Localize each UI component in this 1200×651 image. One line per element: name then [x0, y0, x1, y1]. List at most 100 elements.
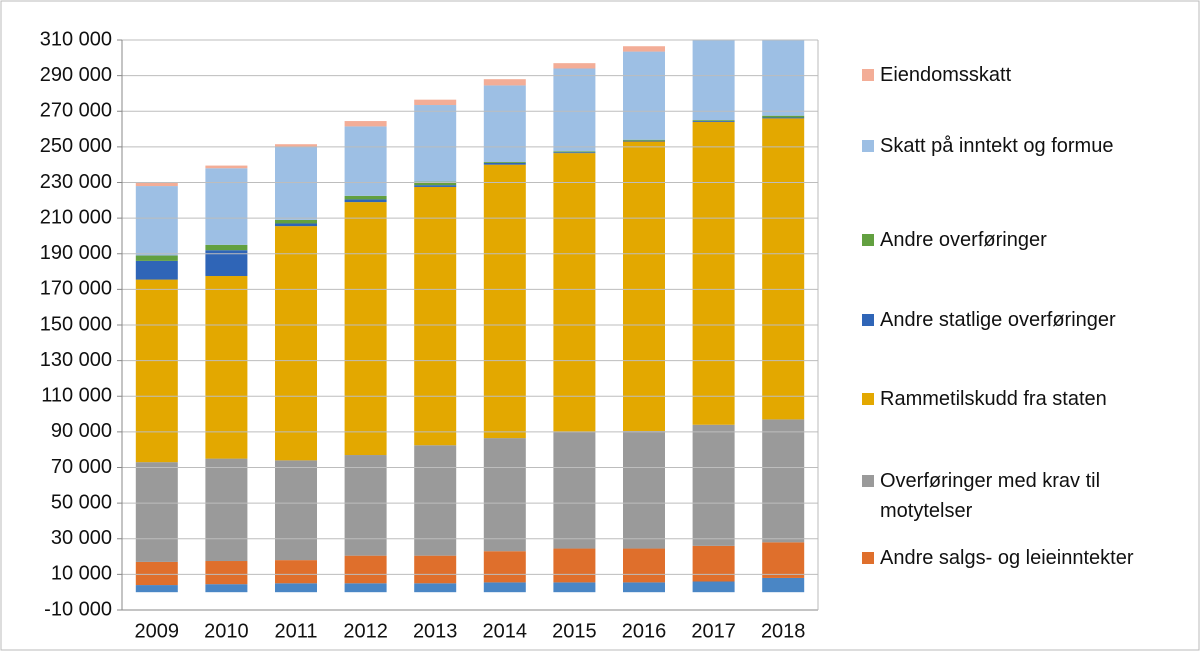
bar-segment [275, 583, 317, 593]
bar-segment [623, 582, 665, 593]
legend-swatch [862, 234, 874, 246]
bar-segment [414, 99, 457, 106]
y-tick-label: 150 000 [40, 313, 112, 335]
bar-segment [692, 581, 735, 593]
bar-segment [275, 144, 317, 147]
bar-segment [344, 126, 387, 196]
bar-segment [205, 165, 248, 169]
bar-segment [623, 140, 665, 142]
bar-segment [135, 462, 178, 562]
legend-label: Skatt på inntekt og formue [880, 135, 1114, 157]
legend-label: Overføringer med krav til motytelser [880, 470, 1101, 522]
bar-segment [762, 115, 805, 118]
legend-label: Andre overføringer [880, 229, 1047, 251]
bar-segment [623, 430, 665, 549]
bar-segment [414, 181, 457, 186]
bars [135, 25, 805, 593]
bar-segment [483, 162, 526, 163]
bar-segment [275, 460, 317, 561]
bar-segment [553, 152, 596, 154]
bar-segment [553, 582, 596, 593]
y-tick-label: 310 000 [40, 28, 112, 50]
x-tick-label: 2010 [204, 620, 249, 642]
x-tick-label: 2014 [483, 620, 528, 642]
bar-segment [205, 458, 248, 562]
bar-segment [205, 276, 248, 459]
bar-segment [135, 255, 178, 261]
bar-segment [344, 455, 387, 556]
legend-swatch [862, 475, 874, 487]
legend-label: Eiendomsskatt [880, 64, 1012, 86]
x-tick-label: 2018 [761, 620, 806, 642]
bar-segment [553, 151, 596, 153]
bar-segment [692, 424, 735, 546]
bar-segment [344, 583, 387, 593]
legend-label: Rammetilskudd fra staten [880, 388, 1107, 410]
y-tick-label: 250 000 [40, 135, 112, 157]
bar-segment [275, 223, 317, 227]
x-tick-label: 2015 [552, 620, 597, 642]
bar-segment [483, 79, 526, 86]
y-tick-label: 30 000 [51, 527, 112, 549]
bar-segment [553, 153, 596, 432]
bar-segment [344, 202, 387, 456]
bar-segment [414, 583, 457, 593]
y-tick-label: 290 000 [40, 64, 112, 86]
bar-segment [623, 46, 665, 52]
bar-segment [762, 577, 805, 593]
bar-segment [344, 555, 387, 584]
bar-segment [275, 146, 317, 220]
bar-segment [623, 141, 665, 431]
bar-segment [762, 118, 805, 420]
y-tick-label: 70 000 [51, 456, 112, 478]
y-tick-label: 170 000 [40, 278, 112, 300]
bar-segment [762, 542, 805, 578]
bar-segment [623, 548, 665, 583]
y-tick-label: 110 000 [41, 385, 112, 407]
legend-swatch [862, 69, 874, 81]
x-tick-label: 2017 [691, 620, 736, 642]
x-tick-label: 2016 [622, 620, 667, 642]
bar-segment [275, 219, 317, 224]
bar-segment [762, 25, 804, 30]
bar-segment [275, 560, 317, 584]
bar-segment [135, 561, 178, 586]
bar-segment [692, 121, 735, 425]
bar-segment [762, 117, 805, 119]
legend-label: Andre statlige overføringer [880, 309, 1116, 331]
y-tick-label: -10 000 [44, 598, 112, 620]
y-tick-label: 190 000 [40, 242, 112, 264]
bar-segment [135, 585, 178, 593]
y-tick-label: 210 000 [40, 206, 112, 228]
bar-segment [414, 185, 457, 187]
bar-segment [692, 545, 735, 582]
legend-swatch [862, 314, 874, 326]
y-tick-label: 270 000 [40, 100, 112, 122]
bar-segment [692, 120, 735, 122]
bar-segment [414, 555, 457, 584]
y-tick-label: 90 000 [51, 420, 112, 442]
bar-segment [483, 162, 526, 165]
bar-segment [414, 105, 457, 182]
bar-segment [205, 250, 248, 277]
y-tick-label: 50 000 [51, 491, 112, 513]
bar-segment [344, 121, 387, 127]
bar-segment [135, 279, 178, 463]
bar-segment [135, 182, 178, 187]
bar-segment [483, 164, 526, 439]
y-tick-label: 130 000 [40, 349, 112, 371]
legend-swatch [862, 140, 874, 152]
bar-segment [762, 40, 805, 116]
bar-segment [205, 168, 248, 245]
bar-segment [483, 438, 526, 552]
x-tick-label: 2009 [135, 620, 180, 642]
bar-segment [553, 548, 596, 583]
bar-segment [344, 199, 387, 203]
bar-segment [693, 31, 735, 36]
bar-segment [275, 226, 317, 461]
bar-segment [553, 431, 596, 549]
bar-segment [414, 186, 457, 446]
y-tick-label: 230 000 [40, 171, 112, 193]
bar-segment [205, 561, 248, 585]
